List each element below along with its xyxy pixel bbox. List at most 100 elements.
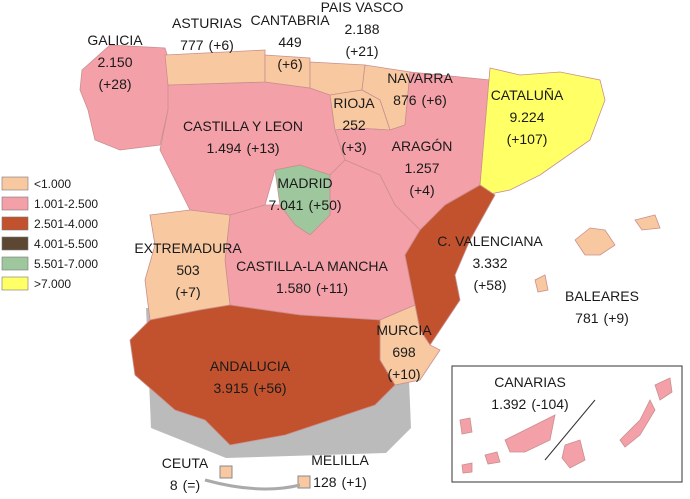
region-value: 777	[180, 37, 204, 53]
region-value: 8	[170, 477, 178, 493]
region-value: 503	[176, 262, 200, 278]
region-change: (+4)	[409, 182, 434, 198]
region-value: 3.915	[213, 380, 248, 396]
region-change: (+3)	[341, 139, 366, 155]
ibiza	[534, 274, 549, 293]
el-hierro	[461, 462, 473, 474]
region-name: GALICIA	[87, 32, 143, 48]
andalucia	[129, 304, 396, 446]
region-name: CATALUÑA	[491, 87, 564, 103]
ceuta-shape	[219, 465, 233, 479]
galicia	[79, 44, 176, 151]
legend-swatch	[1, 276, 29, 291]
region-change: (+9)	[604, 310, 629, 326]
legend-swatch	[1, 256, 29, 271]
region-name: BALEARES	[565, 288, 639, 304]
region-name: CANTABRIA	[250, 12, 330, 28]
region-name: EXTREMADURA	[134, 240, 242, 256]
legend-label: 5.501-7.000	[34, 257, 98, 271]
tenerife	[504, 414, 556, 453]
region-figures: 1.580 (+11)	[276, 280, 348, 296]
region-name: MELILLA	[311, 452, 369, 468]
region-name: C. VALENCIANA	[437, 233, 543, 249]
coast	[204, 478, 301, 491]
region-name: ASTURIAS	[172, 15, 242, 31]
gran-canaria	[561, 439, 586, 469]
divider	[544, 399, 596, 461]
region-change: (+1)	[342, 474, 367, 490]
region-value: 449	[278, 34, 302, 50]
region-value: 1.494	[206, 140, 241, 156]
region-change: (=)	[183, 477, 201, 493]
region-name: RIOJA	[333, 95, 375, 111]
fuerteventura	[619, 399, 656, 448]
legend-label: >7.000	[34, 277, 71, 291]
region-value: 781	[575, 310, 599, 326]
region-value: 128	[313, 474, 337, 490]
region-change: (+11)	[316, 280, 348, 296]
la-palma	[459, 417, 473, 435]
legend: <1.000 1.001-2.500 2.501-4.000 4.001-5.500 5…	[1, 176, 98, 291]
region-change: (+50)	[308, 197, 341, 213]
region-value: 876	[393, 92, 417, 108]
region-change: (+21)	[345, 43, 378, 59]
region-figures: 876 (+6)	[393, 92, 447, 108]
region-change: (+7)	[175, 284, 200, 300]
menorca	[634, 214, 661, 231]
region-name: NAVARRA	[387, 70, 453, 86]
region-value: 2.188	[344, 21, 379, 37]
region-name: PAIS VASCO	[321, 0, 404, 15]
legend-label: 2.501-4.000	[34, 217, 98, 231]
region-name: CASTILLA-LA MANCHA	[236, 258, 388, 274]
region-figures: 3.915 (+56)	[213, 380, 286, 396]
legend-swatch	[1, 196, 29, 211]
region-value: 2.150	[97, 54, 132, 70]
region-change: (+10)	[387, 366, 420, 382]
region-figures: 1.392 (-104)	[491, 396, 568, 412]
region-value: 1.392	[491, 396, 526, 412]
region-figures: 1.494 (+13)	[206, 140, 279, 156]
region-name: CEUTA	[162, 455, 209, 471]
legend-swatch	[1, 176, 29, 191]
region-figures: 7.041 (+50)	[268, 197, 341, 213]
region-change: (+58)	[473, 277, 506, 293]
pais-vasco	[309, 61, 366, 96]
region-name: MURCIA	[376, 322, 432, 338]
region-figures: 777 (+6)	[180, 37, 234, 53]
region-name: ARAGÓN	[392, 138, 453, 154]
legend-label: 1.001-2.500	[34, 197, 98, 211]
region-change: (+6)	[209, 37, 234, 53]
region-change: (+28)	[98, 76, 131, 92]
region-name: ANDALUCIA	[210, 358, 291, 374]
asturias	[164, 49, 266, 86]
region-value: 1.257	[404, 160, 439, 176]
region-figures: 128 (+1)	[313, 474, 367, 490]
region-change: (+6)	[422, 92, 447, 108]
region-value: 3.332	[472, 255, 507, 271]
region-value: 698	[392, 344, 416, 360]
la-gomera	[484, 451, 501, 465]
region-change: (-104)	[531, 396, 568, 412]
region-value: 252	[342, 117, 366, 133]
legend-label: <1.000	[34, 177, 71, 191]
region-change: (+6)	[277, 56, 302, 72]
map-shapes	[79, 44, 683, 491]
legend-swatch	[1, 216, 29, 231]
region-value: 7.041	[268, 197, 303, 213]
region-figures: 781 (+9)	[575, 310, 629, 326]
region-change: (+107)	[507, 131, 548, 147]
legend-swatch	[1, 236, 29, 251]
mallorca	[574, 227, 616, 256]
lanzarote	[654, 377, 673, 401]
region-figures: 8 (=)	[170, 477, 200, 493]
region-name: MADRID	[277, 175, 332, 191]
region-name: CANARIAS	[494, 374, 566, 390]
region-name: CASTILLA Y LEON	[183, 118, 303, 134]
region-change: (+13)	[246, 140, 279, 156]
region-change: (+56)	[253, 380, 286, 396]
legend-label: 4.001-5.500	[34, 237, 98, 251]
melilla-shape	[297, 475, 311, 489]
labels: GALICIA 2.150 (+28) ASTURIAS 777 (+6) CANTABRI…	[87, 0, 639, 493]
